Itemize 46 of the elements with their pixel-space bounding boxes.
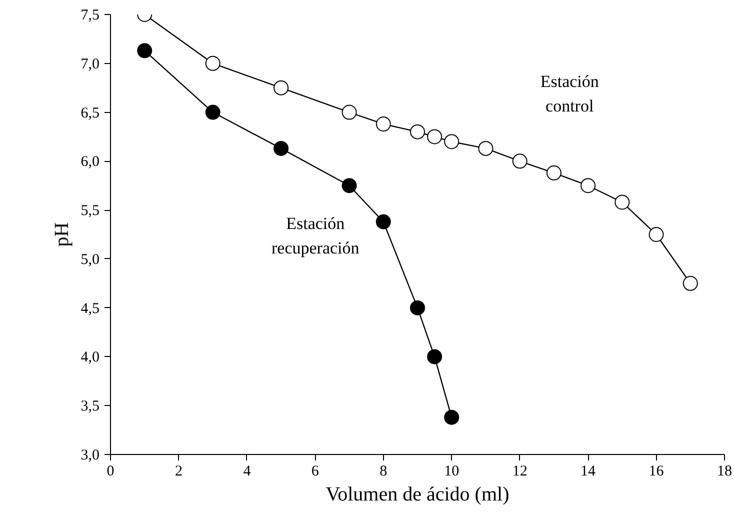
x-tick-label: 6 — [311, 464, 320, 480]
x-tick-label: 0 — [106, 464, 114, 480]
y-tick-label: 7,0 — [80, 56, 100, 72]
y-tick-label: 3,5 — [80, 398, 100, 415]
series-label: Estación recuperación — [272, 214, 360, 258]
point — [444, 410, 460, 425]
y-tick-label: 3,0 — [80, 448, 100, 464]
point — [512, 154, 528, 169]
point — [342, 104, 357, 120]
x-tick-label: 10 — [444, 464, 460, 480]
point — [614, 194, 630, 210]
y-tick-label: 5,5 — [80, 203, 100, 220]
point — [410, 124, 425, 140]
point — [478, 140, 494, 156]
y-tick-label: 4,0 — [80, 350, 100, 366]
y-tick-label: 7,5 — [80, 8, 100, 24]
point — [274, 80, 289, 96]
point — [427, 349, 442, 364]
point — [648, 227, 664, 242]
point — [410, 300, 425, 316]
x-tick-label: 14 — [580, 464, 596, 480]
x-axis-title: Volumen de ácido (ml) — [326, 484, 510, 506]
point — [546, 165, 562, 180]
point — [205, 56, 220, 71]
x-tick-label: 8 — [380, 464, 388, 480]
y-tick-label: 4,5 — [80, 300, 100, 317]
point — [205, 104, 220, 120]
text: Estación control — [540, 72, 600, 116]
point — [682, 276, 698, 291]
point — [342, 178, 357, 194]
y-axis-title: pH — [50, 222, 73, 247]
x-tick-label: 2 — [174, 464, 182, 480]
y-tick-label: 6,5 — [80, 105, 100, 122]
x-tick-label: 12 — [512, 464, 528, 480]
y-tick-label: 5,0 — [80, 252, 100, 268]
x-tick-label: 16 — [648, 464, 664, 480]
y-tick-label: 6,0 — [80, 154, 100, 170]
point — [444, 134, 460, 150]
point — [580, 178, 596, 194]
x-tick-label: 4 — [243, 464, 252, 480]
point — [427, 129, 442, 144]
point — [137, 43, 152, 58]
point — [274, 140, 289, 156]
x-tick-label: 18 — [717, 464, 732, 480]
point — [376, 214, 391, 230]
point — [376, 116, 391, 132]
